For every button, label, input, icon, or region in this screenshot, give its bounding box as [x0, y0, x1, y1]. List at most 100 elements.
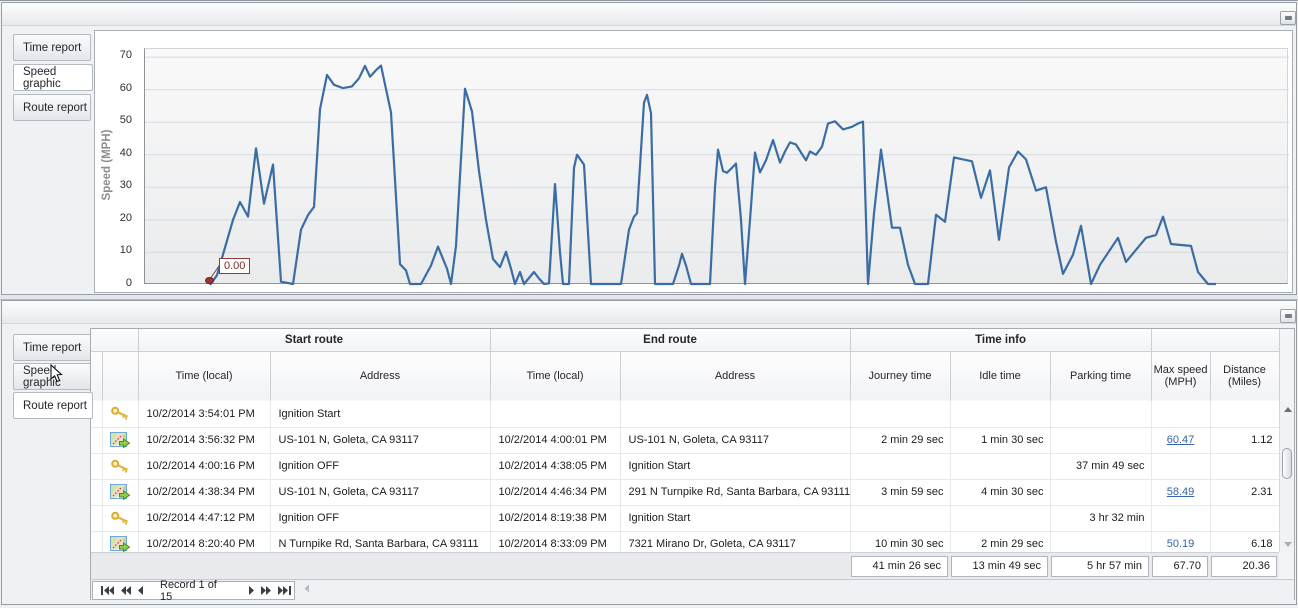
next-record-button[interactable]	[249, 586, 255, 595]
col-max-speed[interactable]: Max speed (MPH)	[1151, 351, 1211, 402]
cell-distance	[1210, 453, 1279, 480]
prev-page-button[interactable]	[120, 586, 131, 595]
cell-start-address: US-101 N, Goleta, CA 93117	[270, 479, 491, 506]
cell-max-speed[interactable]: 60.47	[1151, 427, 1211, 454]
col-journey-time[interactable]: Journey time	[850, 351, 951, 402]
collapse-icon	[1284, 16, 1292, 20]
cell-start-address: Ignition OFF	[270, 453, 491, 480]
cell-start-time: 10/2/2014 4:00:16 PM	[138, 453, 271, 480]
route-map-icon	[109, 535, 130, 552]
cell-idle-time: 4 min 30 sec	[950, 479, 1051, 506]
cell-end-time: 10/2/2014 8:33:09 PM	[490, 531, 621, 552]
cell-end-address: Ignition Start	[620, 505, 851, 532]
arrow-up-icon	[1283, 406, 1292, 412]
cell-max-speed[interactable]	[1151, 505, 1211, 532]
cell-journey-time: 2 min 29 sec	[850, 427, 951, 454]
col-parking-time[interactable]: Parking time	[1050, 351, 1152, 402]
scroll-down-button[interactable]	[1280, 536, 1295, 552]
bottom-panel-collapse-button[interactable]	[1280, 309, 1296, 323]
key-icon	[111, 511, 128, 525]
col-start-address[interactable]: Address	[270, 351, 491, 402]
y-tick-label: 60	[119, 81, 132, 94]
record-navigator-bar: Record 1 of 15	[91, 579, 1294, 603]
cell-journey-time	[850, 401, 951, 428]
cell-end-time: 10/2/2014 4:00:01 PM	[490, 427, 621, 454]
table-row[interactable]: 10/2/2014 3:56:32 PM US-101 N, Goleta, C…	[91, 427, 1279, 454]
tab-time-report-bottom[interactable]: Time report	[13, 334, 91, 361]
tab-route-report-bottom[interactable]: Route report	[13, 392, 93, 419]
y-tick-label: 10	[119, 244, 132, 257]
row-icon-cell	[102, 479, 139, 506]
scroll-up-button[interactable]	[1280, 401, 1295, 417]
cell-max-speed[interactable]: 58.49	[1151, 479, 1211, 506]
next-page-icon	[261, 586, 271, 595]
col-idle-time[interactable]: Idle time	[950, 351, 1051, 402]
cell-start-time: 10/2/2014 8:20:40 PM	[138, 531, 271, 552]
cell-parking-time	[1050, 531, 1152, 552]
chart-plot-area[interactable]: 0.00	[144, 48, 1289, 286]
vertical-scrollbar[interactable]	[1279, 401, 1294, 552]
cell-distance: 6.18	[1210, 531, 1279, 552]
route-table-body: 10/2/2014 3:54:01 PM Ignition Start	[91, 401, 1279, 552]
hscroll-left-icon	[304, 584, 309, 593]
tab-route-report-top[interactable]: Route report	[13, 94, 91, 121]
total-parking-time: 5 hr 57 min	[1051, 556, 1149, 577]
first-record-icon	[101, 586, 114, 595]
prev-record-button[interactable]	[137, 586, 143, 595]
cell-parking-time	[1050, 479, 1152, 506]
next-page-button[interactable]	[261, 586, 272, 595]
band-start-route: Start route	[138, 329, 491, 352]
row-indicator-cell	[91, 453, 103, 480]
collapse-icon	[1284, 314, 1292, 318]
cell-distance	[1210, 401, 1279, 428]
y-tick-label: 70	[119, 49, 132, 62]
cell-distance: 1.12	[1210, 427, 1279, 454]
cell-journey-time: 3 min 59 sec	[850, 479, 951, 506]
last-record-button[interactable]	[278, 586, 291, 595]
row-icon-cell	[102, 505, 139, 532]
row-icon-cell	[102, 453, 139, 480]
table-row[interactable]: 10/2/2014 4:38:34 PM US-101 N, Goleta, C…	[91, 479, 1279, 506]
row-icon-cell	[102, 531, 139, 552]
row-indicator-cell	[91, 401, 103, 428]
table-row[interactable]: 10/2/2014 4:00:16 PM Ignition OFF 10/2/2…	[91, 453, 1279, 480]
table-row[interactable]: 10/2/2014 4:47:12 PM Ignition OFF 10/2/2…	[91, 505, 1279, 532]
route-report-panel: Time report Speed graphic Route report S…	[1, 300, 1297, 605]
cell-end-address: 7321 Mirano Dr, Goleta, CA 93117	[620, 531, 851, 552]
table-row[interactable]: 10/2/2014 3:54:01 PM Ignition Start	[91, 401, 1279, 428]
tab-speed-graphic-top[interactable]: Speed graphic	[13, 64, 93, 91]
cell-start-address: Ignition Start	[270, 401, 491, 428]
cell-max-speed[interactable]	[1151, 453, 1211, 480]
row-indicator-cell	[91, 479, 103, 506]
cell-end-time: 10/2/2014 4:38:05 PM	[490, 453, 621, 480]
row-indicator-cell	[91, 505, 103, 532]
panel-splitter[interactable]	[0, 295, 1298, 300]
y-tick-label: 40	[119, 146, 132, 159]
y-tick-label: 30	[119, 179, 132, 192]
route-table: Start route End route Time info Time (lo…	[90, 328, 1295, 603]
col-icon	[102, 351, 139, 402]
cell-max-speed[interactable]: 50.19	[1151, 531, 1211, 552]
scrollbar-thumb[interactable]	[1282, 448, 1292, 479]
y-axis-ticks: 0 10 20 30 40 50 60 70	[95, 31, 138, 292]
col-start-time[interactable]: Time (local)	[138, 351, 271, 402]
cell-start-address: Ignition OFF	[270, 505, 491, 532]
tab-time-report-top[interactable]: Time report	[13, 34, 91, 61]
top-panel-collapse-button[interactable]	[1280, 11, 1296, 25]
next-record-icon	[249, 586, 254, 595]
hscroll-left-button	[303, 584, 310, 596]
total-distance: 20.36	[1211, 556, 1277, 577]
cell-distance	[1210, 505, 1279, 532]
cell-parking-time	[1050, 427, 1152, 454]
first-record-button[interactable]	[101, 586, 114, 595]
bottom-panel-header	[2, 301, 1296, 324]
col-end-address[interactable]: Address	[620, 351, 851, 402]
col-distance[interactable]: Distance (Miles)	[1210, 351, 1280, 402]
band-time-info: Time info	[850, 329, 1152, 352]
col-end-time[interactable]: Time (local)	[490, 351, 621, 402]
tab-label: Time report	[23, 41, 82, 54]
cell-max-speed[interactable]	[1151, 401, 1211, 428]
total-idle-time: 13 min 49 sec	[951, 556, 1048, 577]
table-row[interactable]: 10/2/2014 8:20:40 PM N Turnpike Rd, Sant…	[91, 531, 1279, 552]
